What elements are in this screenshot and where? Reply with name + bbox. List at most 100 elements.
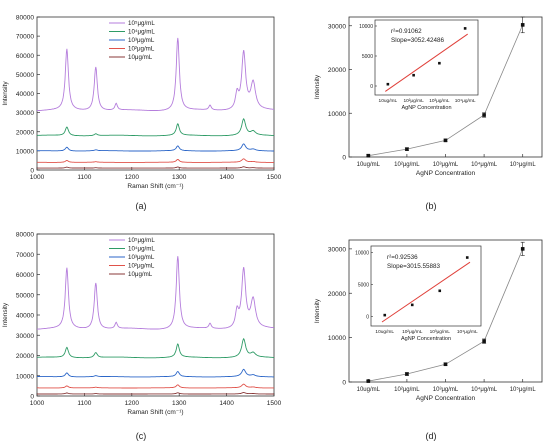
data-point [520,247,525,251]
x-tick-label: 1300 [172,174,187,181]
inset-x-tick-label: 10ug/mL [375,329,394,335]
x-tick-label: 10ug/mL [357,387,381,393]
data-point [366,153,371,158]
y-tick-label: 10000 [328,111,346,118]
plot-frame [36,233,275,397]
inset-x-tick-label: 10²μg/mL [402,329,423,335]
legend-label: 10μg/mL [128,271,153,278]
r-squared-label: r²=0.92536 [387,254,418,261]
x-tick-label: 10²μg/mL [394,387,420,393]
spectrum-line [36,256,275,330]
y-tick-label: 40000 [16,91,34,98]
x-tick-label: 10⁴μg/mL [471,386,498,393]
spectrum-line [37,337,274,359]
data-point [520,23,525,27]
y-tick-label: 50000 [16,72,34,79]
y-tick-label: 30000 [16,333,34,340]
inset-x-axis-label: AgNP Concentration [401,105,451,111]
y-axis-label: Intensity [314,298,321,323]
fit-line [381,261,471,323]
spectrum-line [37,383,274,389]
legend-label: 10⁴μg/mL [128,29,155,36]
x-tick-label: 1500 [267,174,282,181]
x-tick-label: 10ug/mL [357,162,381,168]
inset-data-point [463,27,467,30]
y-tick-label: 0 [30,394,34,401]
inset-x-tick-label: 10³μg/mL [430,329,451,335]
data-point [405,147,409,151]
inset-x-tick-label: 10³μg/mL [429,98,450,104]
inset-data-point [412,73,415,77]
inset-y-tick-label: 10000 [355,250,369,256]
inset-y-tick-label: 0 [366,314,369,320]
x-tick-label: 1000 [30,400,45,407]
inset-data-point [465,256,469,259]
legend-label: 10²μg/mL [128,263,155,270]
inset-data-point [383,313,387,317]
y-tick-label: 30000 [16,110,34,117]
x-tick-label: 10⁵μg/mL [510,161,537,168]
x-tick-label: 1100 [77,174,91,181]
panel-label: (a) [136,201,147,211]
r-squared-label: r²=0.91062 [391,28,422,35]
panel-label: (d) [426,431,437,441]
spectrum-line [36,37,275,112]
y-tick-label: 10000 [328,335,346,342]
y-tick-label: 30000 [328,23,346,30]
y-tick-label: 70000 [16,34,34,41]
y-tick-label: 80000 [16,15,34,22]
x-tick-label: 1400 [219,400,234,407]
inset-x-tick-label: 10ug/mL [379,98,398,104]
x-tick-label: 1200 [125,400,140,407]
spectrum-line [37,166,274,169]
x-axis-label: Raman Shift (cm⁻¹) [127,409,183,416]
y-tick-label: 0 [342,380,346,387]
x-axis-label: Raman Shift (cm⁻¹) [127,183,183,190]
legend-label: 10³μg/mL [128,37,155,44]
x-axis-label: AgNP Concentration [416,170,476,177]
legend-label: 10μg/mL [128,54,153,61]
spectrum-line [37,158,274,163]
y-tick-label: 20000 [16,129,34,136]
fit-line [385,33,468,92]
inset-x-tick-label: 10⁴μg/mL [455,98,476,104]
x-tick-label: 1300 [172,400,187,407]
spectrum-line [37,368,274,378]
y-tick-label: 40000 [16,313,34,320]
inset-x-axis-label: AgNP Concentration [401,336,451,342]
y-axis-label: Intensity [314,74,321,99]
x-tick-label: 10⁵μg/mL [510,386,537,393]
y-axis-label: Intensity [2,81,9,106]
spectrum-line [37,143,274,152]
x-tick-label: 10²μg/mL [394,162,420,168]
y-tick-label: 60000 [16,53,34,60]
slope-label: Slope=3052.42486 [391,37,445,44]
legend-label: 10⁵μg/mL [128,237,155,244]
inset-y-tick-label: 10000 [359,24,373,30]
inset-data-point [438,61,441,65]
x-tick-label: 1100 [77,400,91,407]
y-tick-label: 10000 [16,148,34,155]
panel-label: (b) [426,201,437,211]
y-tick-label: 80000 [16,232,34,239]
legend-label: 10³μg/mL [128,254,155,261]
x-tick-label: 10⁴μg/mL [471,161,498,168]
x-tick-label: 10³μg/mL [433,387,459,393]
data-point [443,362,448,367]
inset-frame [370,245,482,327]
slope-label: Slope=3015.55883 [387,263,441,270]
x-tick-label: 1200 [125,174,140,181]
y-tick-label: 0 [342,155,346,162]
data-point [443,138,448,143]
y-tick-label: 50000 [16,292,34,299]
x-tick-label: 10³μg/mL [433,162,459,168]
y-axis-label: Intensity [2,302,9,327]
x-axis-label: AgNP Concentration [416,395,476,402]
data-point [366,379,371,383]
y-tick-label: 60000 [16,272,34,279]
spectrum-line [37,392,274,395]
data-point [405,372,409,376]
inset-y-tick-label: 5000 [362,54,373,60]
panel-label: (c) [136,431,147,441]
y-tick-label: 30000 [328,246,346,253]
